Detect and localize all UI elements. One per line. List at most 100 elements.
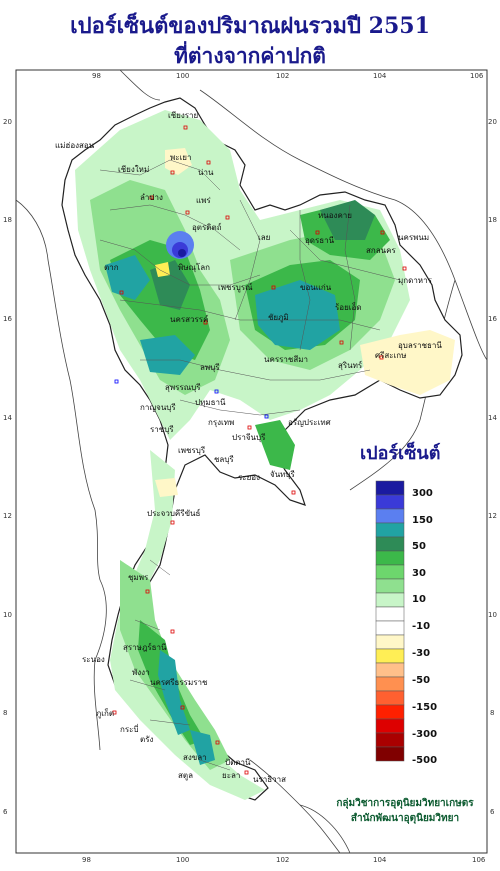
legend-swatch <box>375 746 405 762</box>
legend-swatch <box>375 676 405 692</box>
legend-label-50: 50 <box>412 541 426 552</box>
legend-label-30: 30 <box>412 568 426 579</box>
province-label: อุดรธานี <box>305 236 335 245</box>
legend-swatch <box>375 704 405 720</box>
province-label: ปัตตานี <box>225 758 251 767</box>
province-label: นครสวรรค์ <box>170 314 208 324</box>
legend-swatch <box>375 550 405 566</box>
legend-swatch <box>375 578 405 594</box>
rainfall-zones <box>75 110 455 800</box>
province-label: ตาก <box>104 263 119 272</box>
province-label: นครศรีธรรมราช <box>150 678 208 687</box>
lat-tick-14: 14 <box>3 414 12 422</box>
lon-tick-106-bottom: 106 <box>472 856 486 864</box>
province-label: นครราชสีมา <box>264 355 308 364</box>
legend-swatch <box>375 494 405 510</box>
province-label: แม่ฮ่องสอน <box>55 141 95 150</box>
province-label: ราชบุรี <box>150 425 174 434</box>
province-label: พะเยา <box>170 153 191 162</box>
legend-label-neg300: -300 <box>412 729 438 740</box>
province-label: เพชรบูรณ์ <box>218 282 253 293</box>
legend-swatch <box>375 480 405 496</box>
lat-tick-20: 20 <box>3 118 12 126</box>
lat-tick-18: 18 <box>3 216 12 224</box>
province-label: เชียงใหม่ <box>118 165 149 174</box>
province-label: สตูล <box>178 771 193 781</box>
lat-tick-10-right: 10 <box>488 611 497 619</box>
longitude-ticks-top: 98 100 102 104 106 <box>92 72 484 80</box>
lat-tick-16-right: 16 <box>488 315 497 323</box>
province-label: สงขลา <box>183 753 207 762</box>
legend-label-150: 150 <box>412 515 433 526</box>
lon-tick-102-bottom: 102 <box>276 856 289 864</box>
province-label: ร้อยเอ็ด <box>335 302 362 312</box>
province-label: สุรินทร์ <box>338 360 363 370</box>
legend-colorbar <box>375 480 405 762</box>
credit-line-1: กลุ่มวิชาการอุตุนิยมวิทยาเกษตร <box>336 798 474 809</box>
legend-label-neg30: -30 <box>412 648 431 659</box>
lon-tick-100: 100 <box>176 72 189 80</box>
legend-swatch <box>375 718 405 734</box>
lat-tick-10: 10 <box>3 611 12 619</box>
lon-tick-98: 98 <box>92 72 101 80</box>
province-label: ชลบุรี <box>214 455 234 464</box>
lon-tick-98-bottom: 98 <box>82 856 91 864</box>
province-label: ตรัง <box>140 735 153 744</box>
province-labels: เชียงราย เชียงใหม่ แม่ฮ่องสอน น่าน แพร่ … <box>55 111 442 784</box>
legend-label-300: 300 <box>412 488 433 499</box>
legend-swatch <box>375 536 405 552</box>
lat-tick-8: 8 <box>3 709 7 717</box>
province-label: สกลนคร <box>366 246 396 255</box>
province-label: ศรีสะเกษ <box>375 351 406 360</box>
lon-tick-104: 104 <box>373 72 387 80</box>
legend-swatch <box>375 592 405 608</box>
legend-label-neg10: -10 <box>412 621 431 632</box>
province-label: ระนอง <box>82 655 105 664</box>
station-markers <box>112 125 407 775</box>
lat-tick-6: 6 <box>3 808 8 816</box>
province-label: ระยอง <box>238 473 260 482</box>
province-label: ปทุมธานี <box>195 398 226 407</box>
legend-label-neg50: -50 <box>412 675 431 686</box>
province-label: น่าน <box>198 168 214 177</box>
lon-tick-100-bottom: 100 <box>176 856 189 864</box>
province-label: พังงา <box>132 668 150 677</box>
province-label: สุพรรณบุรี <box>165 383 201 392</box>
province-label: ลพบุรี <box>200 363 220 372</box>
province-label: เพชรบุรี <box>178 446 206 455</box>
province-label: กรุงเทพ <box>208 418 234 427</box>
province-label: ขอนแก่น <box>300 283 332 292</box>
map-title: เปอร์เซ็นต์ของปริมาณฝนรวมปี 2551 <box>70 13 430 39</box>
legend-swatch <box>375 606 405 622</box>
lat-tick-18-right: 18 <box>488 216 497 224</box>
province-label: มุกดาหาร <box>398 276 433 285</box>
latitude-ticks-right: 20 18 16 14 12 10 8 6 <box>488 118 497 816</box>
lat-tick-16: 16 <box>3 315 12 323</box>
credit-line-2: สำนักพัฒนาอุตุนิยมวิทยา <box>350 813 460 824</box>
lat-tick-8-right: 8 <box>490 709 494 717</box>
province-label: นครพนม <box>398 233 429 242</box>
province-label: นราธิวาส <box>253 775 286 784</box>
province-label: หนองคาย <box>318 211 352 220</box>
legend-label-10: 10 <box>412 594 426 605</box>
legend-label-neg500: -500 <box>412 755 438 766</box>
province-label: ภูเก็ต <box>96 708 114 719</box>
legend-title: เปอร์เซ็นต์ <box>360 443 441 464</box>
lat-tick-6-right: 6 <box>490 808 495 816</box>
lon-tick-104-bottom: 104 <box>373 856 387 864</box>
province-label: อุบลราชธานี <box>398 341 442 350</box>
province-label: อรัญประเทศ <box>288 418 331 427</box>
legend-swatch <box>375 522 405 538</box>
lat-tick-12-right: 12 <box>488 512 497 520</box>
legend-swatch <box>375 648 405 664</box>
legend-swatch <box>375 690 405 706</box>
legend-swatch <box>375 634 405 650</box>
legend-swatch <box>375 662 405 678</box>
longitude-ticks-bottom: 98 100 102 104 106 <box>82 856 486 864</box>
legend-swatch <box>375 564 405 580</box>
province-label: ปราจีนบุรี <box>232 433 266 442</box>
province-label: กาญจนบุรี <box>140 403 176 412</box>
latitude-ticks-left: 20 18 16 14 12 10 8 6 <box>3 118 12 816</box>
province-borders <box>99 159 401 771</box>
